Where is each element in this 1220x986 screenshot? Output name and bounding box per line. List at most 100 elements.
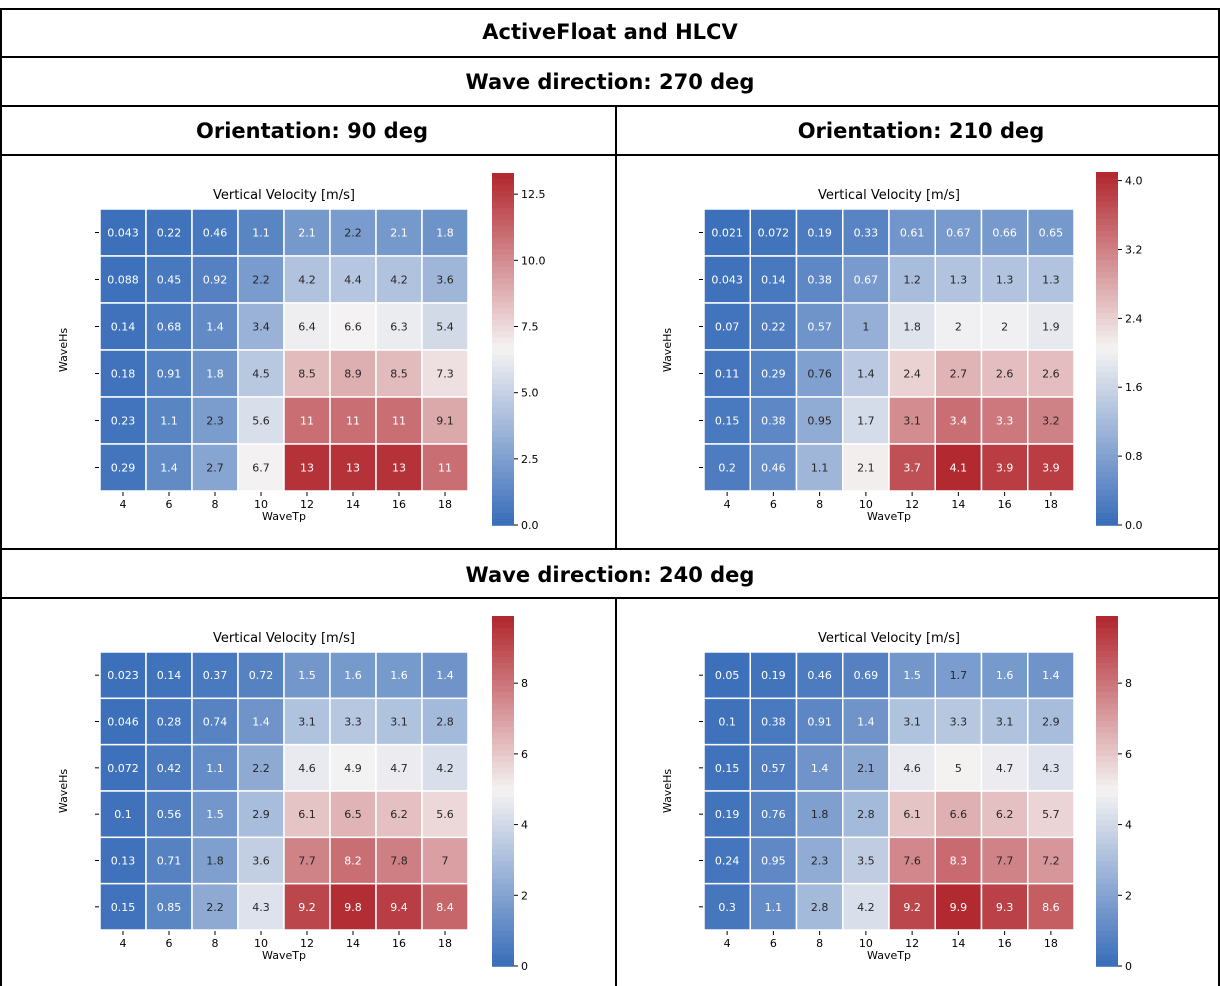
colorbar-segment xyxy=(492,225,514,233)
colorbar-segment xyxy=(492,884,514,891)
colorbar-segment xyxy=(1096,201,1118,209)
colorbar-segment xyxy=(1096,448,1118,456)
heatmap-cell xyxy=(934,882,983,931)
cell-value-label: 0.67 xyxy=(946,227,971,240)
cell-value-label: 8.9 xyxy=(344,368,362,381)
heatmap-cell xyxy=(980,302,1029,351)
colorbar-segment xyxy=(492,454,514,462)
cell-value-label: 2.8 xyxy=(811,901,829,914)
colorbar-segment xyxy=(1096,796,1118,804)
colorbar-segment xyxy=(492,931,514,938)
cell-value-label: 3.5 xyxy=(857,855,875,868)
colorbar-segment xyxy=(492,325,514,333)
cell-value-label: 2.1 xyxy=(298,227,316,240)
cell-value-label: 0.19 xyxy=(807,227,832,240)
cell-value-label: 1.4 xyxy=(811,762,829,775)
cell-value-label: 13 xyxy=(300,462,314,475)
cell-value-label: 2.3 xyxy=(206,415,224,428)
heatmap-cell xyxy=(191,443,239,492)
colorbar-tick-label: 0 xyxy=(1125,960,1132,973)
cell-value-label: 0.1 xyxy=(718,716,736,729)
cell-value-label: 0.38 xyxy=(807,274,832,287)
section-heading-240: Wave direction: 240 deg xyxy=(465,563,755,587)
heatmap-cell xyxy=(934,836,983,885)
cell-value-label: 8.3 xyxy=(950,855,968,868)
cell-value-label: 0.38 xyxy=(761,415,786,428)
cell-value-label: 7.7 xyxy=(996,855,1014,868)
heatmap-cell xyxy=(980,697,1029,746)
cell-value-label: 1.6 xyxy=(996,669,1014,682)
colorbar-segment xyxy=(492,466,514,473)
colorbar-segment xyxy=(492,767,514,775)
colorbar-segment xyxy=(492,319,514,327)
heatmap-cell xyxy=(421,349,469,398)
colorbar-segment xyxy=(492,360,514,368)
cell-value-label: 3.1 xyxy=(903,716,921,729)
cell-value-label: 7.8 xyxy=(390,855,408,868)
colorbar-segment xyxy=(492,214,514,221)
table-border-top xyxy=(0,8,1220,10)
cell-value-label: 13 xyxy=(392,462,406,475)
colorbar-segment xyxy=(1096,189,1118,197)
colorbar-segment xyxy=(492,437,514,444)
colorbar-segment xyxy=(1096,627,1118,635)
cell-value-label: 0.37 xyxy=(203,669,228,682)
colorbar-segment xyxy=(492,633,514,641)
colorbar-segment xyxy=(1096,890,1118,897)
cell-value-label: 0.76 xyxy=(761,808,786,821)
colorbar-segment xyxy=(1096,837,1118,845)
colorbar-segment xyxy=(1096,808,1118,816)
cell-value-label: 0.19 xyxy=(715,808,740,821)
heatmap-cell xyxy=(934,208,983,257)
cell-value-label: 4.5 xyxy=(252,368,270,381)
colorbar-segment xyxy=(1096,756,1118,763)
heatmap-240-orientation-210: Vertical Velocity [m/s] 0.05 0.19 0.46 0.69 1… xyxy=(661,616,1132,973)
colorbar-segment xyxy=(1096,395,1118,403)
cell-value-label: 2.8 xyxy=(436,716,454,729)
cell-value-label: 0.088 xyxy=(107,274,139,287)
colorbar-segment xyxy=(492,756,514,763)
colorbar-segment xyxy=(492,814,514,821)
cell-value-label: 11 xyxy=(438,462,452,475)
colorbar-segment xyxy=(1096,861,1118,868)
cell-value-label: 0.14 xyxy=(761,274,786,287)
colorbar-segment xyxy=(1096,826,1118,833)
table-rule xyxy=(0,548,1220,550)
colorbar-segment xyxy=(492,296,514,303)
colorbar-segment xyxy=(1096,942,1118,950)
x-tick-label: 4 xyxy=(724,937,731,950)
heatmap-cell xyxy=(703,443,751,492)
colorbar-tick-label: 12.5 xyxy=(521,188,546,201)
cell-value-label: 2.3 xyxy=(811,855,829,868)
colorbar-segment xyxy=(1096,750,1118,757)
cell-value-label: 5.4 xyxy=(436,321,454,334)
colorbar-segment xyxy=(1096,248,1118,256)
x-tick-label: 8 xyxy=(212,937,219,950)
colorbar-segment xyxy=(492,709,514,716)
colorbar-segment xyxy=(1096,767,1118,775)
colorbar-tick-label: 2.4 xyxy=(1125,312,1143,325)
heatmap-cell xyxy=(1027,255,1075,304)
heatmap-cell xyxy=(795,743,844,792)
colorbar-segment xyxy=(1096,360,1118,367)
colorbar-segment xyxy=(492,744,514,751)
x-tick-label: 8 xyxy=(816,937,823,950)
cell-value-label: 3.1 xyxy=(298,716,316,729)
colorbar-segment xyxy=(492,773,514,781)
cell-value-label: 0.22 xyxy=(157,227,182,240)
colorbar-segment xyxy=(1096,254,1118,262)
colorbar xyxy=(492,616,514,967)
colorbar-segment xyxy=(1096,477,1118,485)
cell-value-label: 0.021 xyxy=(711,227,743,240)
cell-value-label: 2.7 xyxy=(950,368,968,381)
heatmap-cell xyxy=(329,882,377,931)
table-rule xyxy=(0,56,1220,58)
cell-value-label: 4.2 xyxy=(857,901,875,914)
table-rule xyxy=(0,597,1220,599)
colorbar-segment xyxy=(1096,680,1118,687)
cell-value-label: 0.15 xyxy=(715,415,740,428)
colorbar-segment xyxy=(492,896,514,903)
x-tick-label: 6 xyxy=(770,937,777,950)
cell-value-label: 0.69 xyxy=(854,669,879,682)
colorbar-segment xyxy=(492,337,514,344)
